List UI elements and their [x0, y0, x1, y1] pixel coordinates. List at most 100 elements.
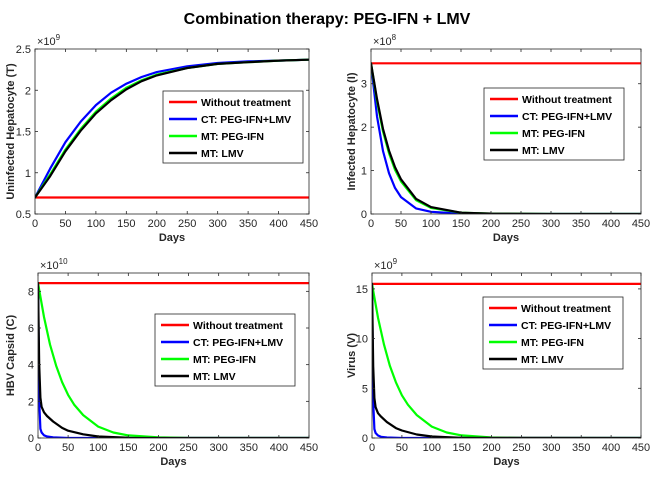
chart-2: 0 50 100 150 200 250 300 350 400 450 0 1 2 3 ×108 Days I…	[346, 33, 650, 244]
x-tick-label: 400	[269, 218, 287, 230]
series-line-2	[38, 282, 309, 438]
x-tick-label: 150	[119, 442, 137, 454]
x-tick-label: 0	[35, 442, 41, 454]
y-exponent-power: 10	[59, 257, 68, 266]
legend-label-3: MT: PEG-IFN	[522, 128, 585, 140]
y-tick-label: 0.5	[16, 209, 31, 221]
x-tick-label: 300	[542, 442, 560, 454]
x-tick-label: 400	[602, 442, 620, 454]
x-tick-label: 300	[208, 218, 226, 230]
y-tick-label: 2	[25, 85, 31, 97]
figure-title: Combination therapy: PEG-IFN + LMV	[184, 11, 471, 28]
y-tick-label: 5	[362, 383, 368, 395]
chart-4: 0 50 100 150 200 250 300 350 400 450 0 5 10 15 ×109 Day…	[346, 257, 650, 468]
y-exponent-base: ×10	[37, 36, 56, 48]
y-tick-label: 15	[356, 284, 368, 296]
y-tick-label: 3	[361, 79, 367, 91]
y-exponent-power: 9	[393, 257, 398, 266]
legend: Without treatment CT: PEG-IFN+LMV MT: PEG-…	[483, 87, 625, 161]
chart-panels: 0 50 100 150 200 250 300 350 400 4500.511.522.5×1…	[5, 33, 650, 468]
y-exponent-label: ×109	[374, 257, 398, 272]
x-tick-label: 350	[240, 442, 258, 454]
y-axis-label: Virus (V)	[346, 333, 358, 378]
y-exponent-base: ×10	[374, 260, 393, 272]
x-tick-label: 0	[32, 218, 38, 230]
x-tick-label: 250	[179, 442, 197, 454]
legend-label-2: CT: PEG-IFN+LMV	[521, 320, 611, 332]
x-tick-label: 100	[89, 442, 107, 454]
y-tick-label: 0	[361, 209, 367, 221]
chart-1: 0 50 100 150 200 250 300 350 400 450 0.5 1 1.5 2 2.5 ×1…	[5, 33, 318, 244]
legend: Without treatment CT: PEG-IFN+LMV MT: PEG-…	[482, 296, 624, 370]
x-tick-label: 150	[452, 442, 470, 454]
axes-box	[371, 272, 642, 439]
y-exponent-label: ×108	[373, 33, 397, 48]
x-tick-label: 50	[396, 442, 408, 454]
x-axis-label: Days	[159, 232, 185, 244]
y-tick-label: 10	[356, 334, 368, 346]
y-exponent-power: 8	[392, 33, 397, 42]
legend-label-4: MT: LMV	[522, 145, 565, 157]
series-line-2	[372, 282, 641, 438]
x-tick-label: 200	[482, 218, 500, 230]
x-axis-label: Days	[160, 456, 186, 468]
y-exponent-label: ×109	[37, 33, 61, 48]
axes-box	[370, 48, 642, 215]
x-tick-label: 400	[270, 442, 288, 454]
x-tick-label: 0	[368, 218, 374, 230]
x-tick-label: 250	[512, 218, 530, 230]
x-tick-label: 350	[572, 218, 590, 230]
legend-label-3: MT: PEG-IFN	[201, 131, 264, 143]
x-tick-label: 450	[632, 218, 650, 230]
x-tick-label: 450	[632, 442, 650, 454]
y-tick-label: 1	[25, 168, 31, 180]
x-tick-label: 350	[572, 442, 590, 454]
legend-label-1: Without treatment	[193, 320, 283, 332]
x-tick-label: 100	[87, 218, 105, 230]
x-tick-label: 300	[209, 442, 227, 454]
y-exponent-base: ×10	[373, 36, 392, 48]
axes-box	[37, 272, 310, 439]
x-tick-label: 0	[369, 442, 375, 454]
y-tick-label: 1.5	[16, 127, 31, 139]
series-line-4	[35, 58, 309, 199]
legend: Without treatment CT: PEG-IFN+LMV MT: PEG-…	[154, 313, 296, 387]
legend-label-3: MT: PEG-IFN	[193, 354, 256, 366]
x-axis-label: Days	[493, 456, 519, 468]
x-tick-label: 200	[148, 218, 166, 230]
y-axis-label: Uninfected Hepatocyte (T)	[5, 63, 17, 200]
legend-label-1: Without treatment	[201, 97, 291, 109]
x-tick-label: 200	[482, 442, 500, 454]
y-tick-label: 6	[28, 323, 34, 335]
x-tick-label: 250	[512, 442, 530, 454]
legend: Without treatment CT: PEG-IFN+LMV MT: PEG-…	[162, 90, 304, 164]
y-axis-label: Infected Hepatocyte (I)	[346, 72, 358, 190]
x-tick-label: 450	[300, 218, 318, 230]
y-axis-label: HBV Capsid (C)	[5, 315, 17, 397]
x-tick-label: 50	[62, 442, 74, 454]
legend-label-1: Without treatment	[522, 94, 612, 106]
legend-label-3: MT: PEG-IFN	[521, 337, 584, 349]
x-tick-label: 100	[423, 442, 441, 454]
legend-label-2: CT: PEG-IFN+LMV	[193, 337, 283, 349]
x-tick-label: 300	[542, 218, 560, 230]
y-exponent-label: ×1010	[40, 257, 68, 272]
x-tick-label: 100	[422, 218, 440, 230]
series-line-2	[371, 62, 641, 214]
x-tick-label: 50	[59, 218, 71, 230]
legend-label-4: MT: LMV	[193, 371, 236, 383]
y-tick-label: 4	[28, 360, 34, 372]
y-tick-label: 2	[361, 122, 367, 134]
x-tick-label: 200	[149, 442, 167, 454]
y-exponent-power: 9	[56, 33, 61, 42]
chart-3: 0 50 100 150 200 250 300 350 400 450 0 2 4 6 8 ×1010 Day…	[5, 257, 318, 468]
y-exponent-base: ×10	[40, 260, 59, 272]
y-tick-label: 0	[362, 433, 368, 445]
y-tick-label: 0	[28, 433, 34, 445]
series-lines	[35, 58, 309, 199]
x-tick-label: 50	[395, 218, 407, 230]
y-tick-label: 2	[28, 396, 34, 408]
x-tick-label: 150	[452, 218, 470, 230]
x-tick-label: 250	[178, 218, 196, 230]
